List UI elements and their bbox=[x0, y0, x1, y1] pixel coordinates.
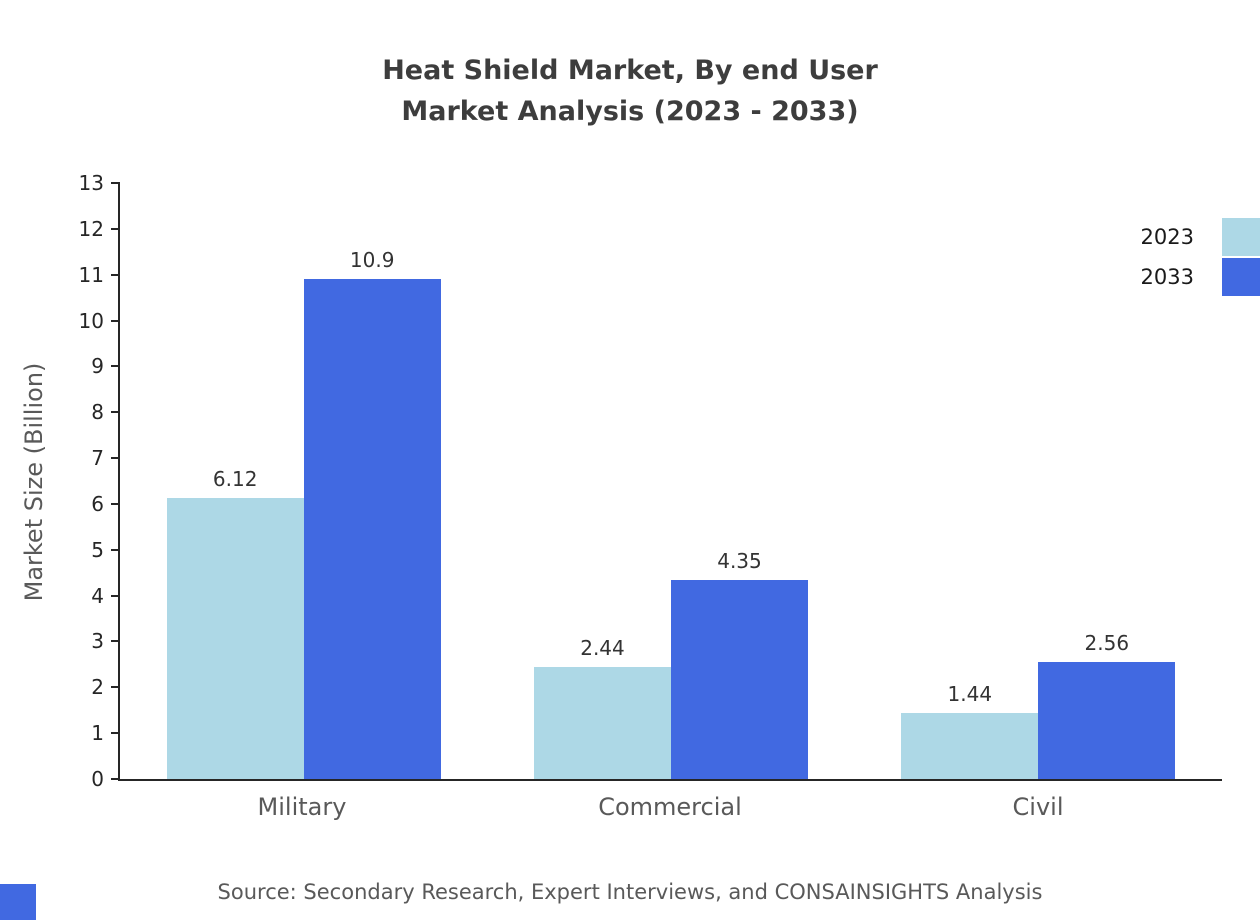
y-tick-label: 5 bbox=[91, 537, 104, 562]
bar-value-label: 1.44 bbox=[947, 681, 993, 706]
bar-military-2033: 10.9 bbox=[303, 183, 441, 779]
y-axis-tick: 11 bbox=[70, 263, 120, 287]
y-axis-tick: 6 bbox=[70, 492, 120, 516]
y-tick-mark bbox=[111, 640, 120, 643]
chart-title-line2: Market Analysis (2023 - 2033) bbox=[401, 96, 859, 127]
y-tick-label: 1 bbox=[91, 721, 104, 746]
y-tick-mark bbox=[111, 365, 120, 368]
y-tick-mark bbox=[111, 319, 120, 322]
x-category-label: Civil bbox=[1012, 793, 1064, 821]
y-axis-tick: 4 bbox=[70, 584, 120, 608]
y-tick-mark bbox=[111, 273, 120, 276]
y-tick-mark bbox=[111, 594, 120, 597]
legend: 2023 2033 bbox=[1141, 218, 1260, 296]
legend-item-2023: 2023 bbox=[1141, 218, 1260, 256]
bar-rect bbox=[533, 667, 671, 779]
y-tick-label: 8 bbox=[91, 400, 104, 425]
y-tick-mark bbox=[111, 548, 120, 551]
y-tick-mark bbox=[111, 227, 120, 230]
y-tick-mark bbox=[111, 457, 120, 460]
bar-value-label: 2.44 bbox=[580, 636, 625, 661]
bar-commercial-2023: 2.44 bbox=[533, 183, 671, 779]
plot-area: 0 1 2 3 4 5 6 7 8 9 10 11 12 13 6.12 10.9 2.44 4.35 1.44 2… bbox=[79, 171, 1222, 791]
y-tick-label: 10 bbox=[78, 308, 104, 333]
bar-group-civil: 1.44 2.56 bbox=[901, 183, 1176, 779]
bar-military-2023: 6.12 bbox=[166, 183, 304, 779]
x-category-label: Military bbox=[257, 793, 347, 821]
y-tick-label: 9 bbox=[91, 354, 104, 379]
y-tick-label: 6 bbox=[91, 491, 104, 516]
y-tick-mark bbox=[111, 502, 120, 505]
bar-rect bbox=[166, 498, 304, 779]
bar-civil-2033: 2.56 bbox=[1038, 183, 1176, 779]
source-note: Source: Secondary Research, Expert Inter… bbox=[217, 880, 1043, 904]
y-tick-label: 2 bbox=[91, 675, 104, 700]
bar-commercial-2033: 4.35 bbox=[670, 183, 808, 779]
y-tick-label: 13 bbox=[78, 171, 104, 195]
x-axis-labels: Military Commercial Civil bbox=[118, 793, 1222, 821]
y-axis-tick: 10 bbox=[70, 309, 120, 333]
brand-mark bbox=[0, 884, 36, 920]
bar-civil-2023: 1.44 bbox=[901, 183, 1039, 779]
y-axis-tick: 5 bbox=[70, 538, 120, 562]
y-tick-mark bbox=[111, 732, 120, 735]
y-axis-tick: 9 bbox=[70, 354, 120, 378]
bar-value-label: 4.35 bbox=[717, 548, 762, 573]
y-axis-tick: 1 bbox=[70, 721, 120, 745]
chart-title-line1: Heat Shield Market, By end User bbox=[382, 55, 878, 86]
legend-item-2033: 2033 bbox=[1141, 258, 1260, 296]
y-tick-mark bbox=[111, 182, 120, 184]
y-tick-label: 7 bbox=[91, 446, 104, 471]
chart-title: Heat Shield Market, By end User Market A… bbox=[0, 50, 1260, 132]
y-axis-tick: 13 bbox=[70, 171, 120, 195]
bar-rect bbox=[901, 712, 1039, 779]
y-axis-tick: 3 bbox=[70, 629, 120, 653]
legend-swatch bbox=[1222, 258, 1260, 296]
y-axis-ticks: 0 1 2 3 4 5 6 7 8 9 10 11 12 13 bbox=[79, 171, 1222, 791]
y-axis-tick: 7 bbox=[70, 446, 120, 470]
bar-group-commercial: 2.44 4.35 bbox=[533, 183, 808, 779]
y-tick-label: 12 bbox=[78, 216, 104, 241]
bar-value-label: 2.56 bbox=[1084, 630, 1130, 655]
y-axis-tick: 8 bbox=[70, 400, 120, 424]
y-axis-title: Market Size (Billion) bbox=[20, 362, 48, 602]
y-tick-mark bbox=[111, 686, 120, 689]
y-axis-tick: 0 bbox=[70, 767, 120, 791]
y-tick-label: 3 bbox=[91, 629, 104, 654]
y-tick-mark bbox=[111, 778, 120, 780]
y-tick-label: 0 bbox=[91, 767, 104, 791]
bar-value-label: 10.9 bbox=[349, 248, 395, 273]
x-category-label: Commercial bbox=[598, 793, 742, 821]
y-tick-label: 4 bbox=[91, 583, 104, 608]
y-tick-mark bbox=[111, 411, 120, 414]
y-axis-tick: 12 bbox=[70, 217, 120, 241]
legend-swatch bbox=[1222, 218, 1260, 256]
bars-container: 6.12 10.9 2.44 4.35 1.44 2.56 bbox=[120, 183, 1222, 779]
legend-label: 2023 bbox=[1140, 225, 1194, 249]
bar-rect bbox=[303, 279, 441, 779]
bar-value-label: 6.12 bbox=[212, 467, 258, 492]
y-tick-label: 11 bbox=[78, 262, 104, 287]
bar-group-military: 6.12 10.9 bbox=[166, 183, 441, 779]
legend-label: 2033 bbox=[1140, 265, 1194, 289]
bar-rect bbox=[670, 579, 808, 779]
y-axis-tick: 2 bbox=[70, 675, 120, 699]
bar-rect bbox=[1038, 661, 1176, 779]
